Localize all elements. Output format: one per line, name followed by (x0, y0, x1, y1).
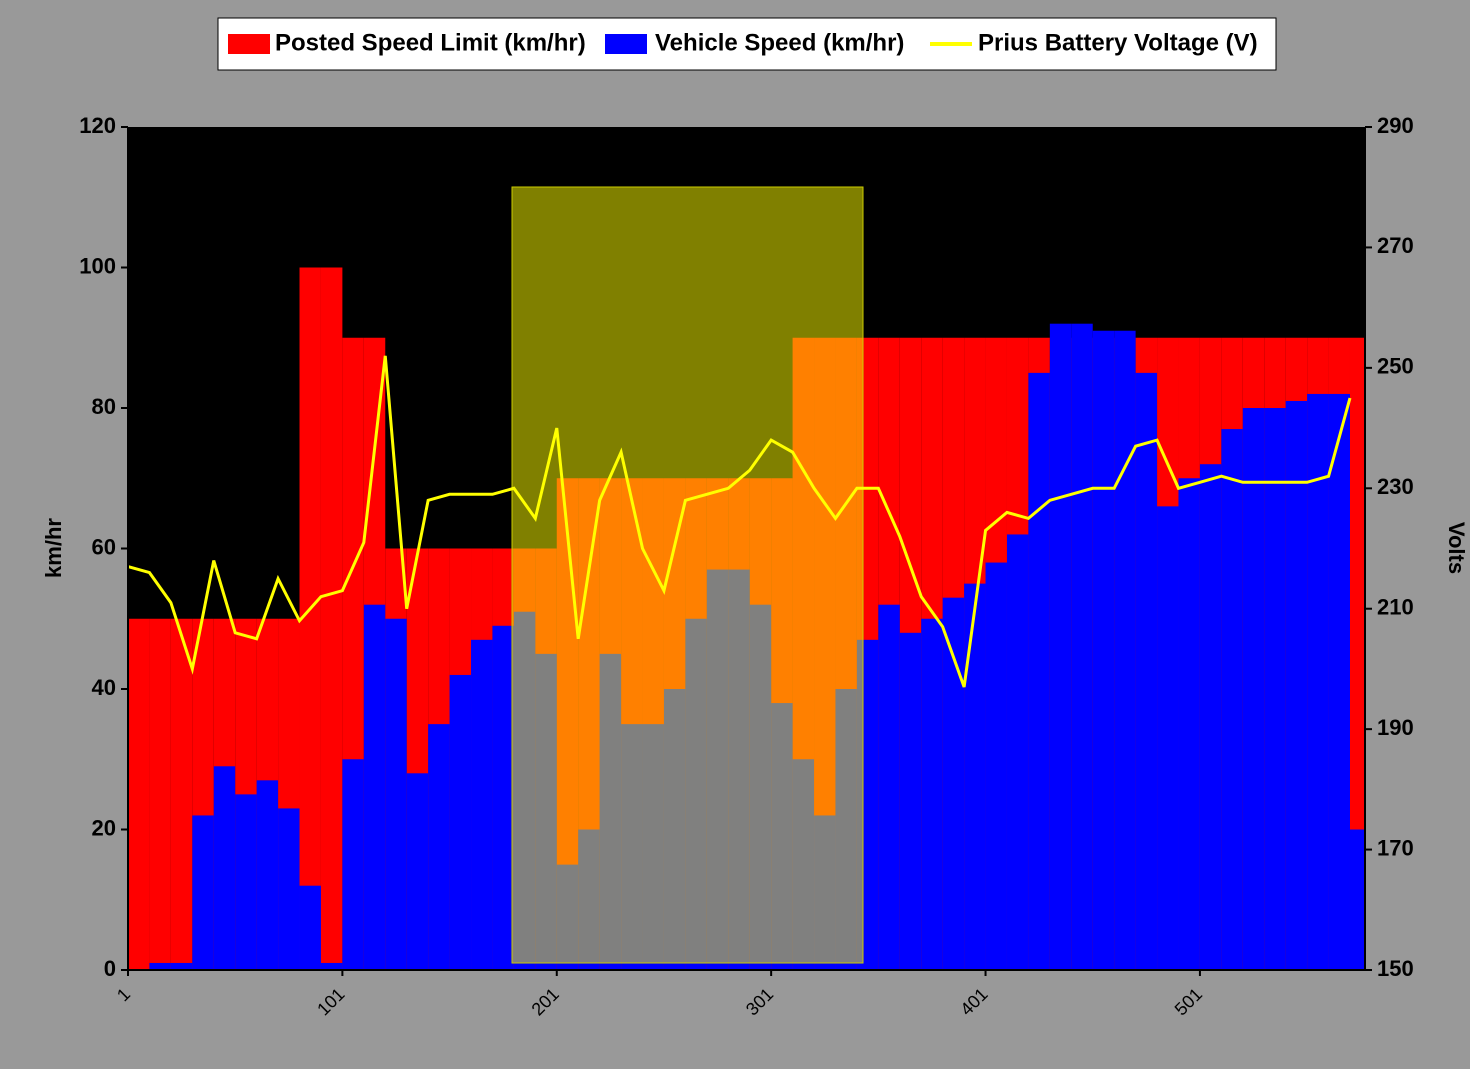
bar (1157, 506, 1179, 970)
bar (149, 962, 171, 970)
bar (1307, 393, 1329, 970)
bar (1349, 337, 1365, 970)
y2-tick-label: 250 (1377, 354, 1414, 379)
legend-label: Posted Speed Limit (km/hr) (275, 29, 586, 56)
bar (1264, 408, 1286, 970)
bar (320, 267, 343, 970)
line (127, 355, 1352, 688)
bar (149, 618, 171, 970)
y-tick-label: 80 (92, 394, 116, 419)
y2-tick-label: 170 (1377, 835, 1414, 860)
legend-label: Prius Battery Voltage (V) (978, 29, 1258, 56)
legend-swatch (605, 34, 647, 54)
y2-axis-title: Volts (1444, 522, 1469, 574)
bar (1178, 478, 1200, 970)
bar (471, 639, 493, 970)
bar (921, 618, 943, 970)
y2-tick-label: 290 (1377, 113, 1414, 138)
y-tick-label: 20 (92, 815, 116, 840)
bar (964, 583, 986, 970)
bar (1006, 534, 1029, 970)
bar (170, 962, 193, 970)
bar (256, 780, 279, 970)
bar (192, 815, 214, 970)
highlight (511, 186, 864, 964)
y-tick-label: 0 (104, 956, 116, 981)
y2-tick-label: 270 (1377, 233, 1414, 258)
bar (342, 759, 364, 970)
bar (899, 632, 922, 970)
bar (428, 724, 450, 970)
bar (942, 597, 965, 970)
bar (299, 267, 321, 970)
bar (1349, 829, 1365, 970)
bar (1071, 323, 1093, 970)
y2-tick-label: 230 (1377, 474, 1414, 499)
y-tick-label: 40 (92, 675, 116, 700)
bar (1114, 330, 1136, 971)
bar (235, 794, 257, 970)
legend-swatch (228, 34, 270, 54)
bar (1199, 464, 1222, 970)
bar (985, 562, 1007, 970)
y-tick-label: 120 (79, 113, 116, 138)
bar (1049, 323, 1072, 970)
bar (878, 604, 900, 970)
bar (1092, 330, 1115, 971)
bar (278, 808, 300, 970)
bar (1028, 372, 1050, 970)
y-tick-label: 100 (79, 253, 116, 278)
bar (320, 962, 343, 970)
legend-label: Vehicle Speed (km/hr) (655, 29, 904, 56)
y-axis-title: km/hr (41, 518, 66, 578)
y2-tick-label: 210 (1377, 595, 1414, 620)
bar (299, 885, 321, 970)
bar (1221, 429, 1243, 970)
bar (449, 674, 472, 970)
legend (217, 17, 1277, 71)
bar (1285, 400, 1308, 971)
bar (1135, 372, 1158, 970)
bar (1242, 408, 1265, 970)
bar (406, 773, 429, 970)
lines (127, 355, 1352, 688)
bar (385, 618, 407, 970)
y2-tick-label: 150 (1377, 956, 1414, 981)
bar (128, 618, 150, 970)
y-tick-label: 60 (92, 534, 116, 559)
bar (1328, 393, 1350, 970)
bar (492, 625, 514, 970)
bar (170, 618, 193, 970)
y2-tick-label: 190 (1377, 715, 1414, 740)
bar (363, 604, 386, 970)
bar (213, 766, 236, 970)
